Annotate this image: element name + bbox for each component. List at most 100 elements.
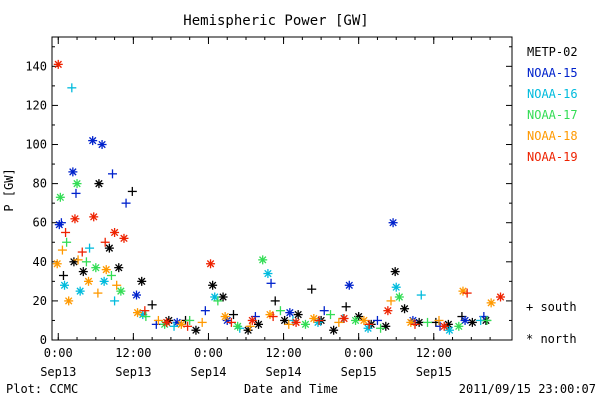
y-tick-label: 120 — [25, 98, 47, 112]
marker-stroke — [98, 140, 106, 149]
south-point-noaa-16 — [110, 296, 120, 306]
marker-stroke — [88, 136, 97, 145]
north-point-noaa-19 — [119, 233, 129, 243]
marker-stroke — [310, 314, 318, 323]
marker-stroke — [254, 320, 263, 329]
south-point-noaa-16 — [416, 290, 426, 300]
north-point-noaa-19 — [70, 214, 80, 224]
marker-stroke — [132, 291, 141, 299]
south-point-noaa-15 — [319, 306, 329, 316]
marker-stroke — [177, 320, 186, 329]
south-point-noaa-18 — [153, 315, 163, 325]
north-point-noaa-15 — [285, 308, 295, 318]
marker-stroke — [329, 326, 338, 334]
marker-stroke — [219, 293, 227, 301]
north-point-noaa-15 — [344, 280, 354, 290]
marker-stroke — [54, 60, 62, 69]
north-point-metp-02 — [208, 280, 218, 290]
south-point-noaa-17 — [106, 270, 116, 280]
marker-stroke — [294, 310, 302, 319]
south-point-noaa-19 — [183, 321, 193, 331]
south-point-noaa-19 — [140, 306, 150, 316]
north-point-noaa-17 — [233, 321, 243, 331]
south-point-noaa-19 — [61, 227, 71, 237]
marker-stroke — [53, 260, 61, 268]
data-points — [52, 59, 506, 335]
north-point-metp-02 — [400, 304, 410, 314]
north-point-noaa-18 — [486, 298, 496, 308]
marker-stroke — [496, 293, 505, 301]
marker-stroke — [459, 287, 467, 295]
south-point-noaa-17 — [275, 306, 285, 316]
south-point-noaa-17 — [81, 257, 91, 267]
marker-stroke — [79, 267, 87, 276]
x-tick-time-label: 0:00 — [44, 346, 73, 360]
north-point-noaa-17 — [91, 263, 101, 273]
x-tick-time-label: 0:00 — [344, 346, 373, 360]
y-tick-label: 20 — [33, 294, 47, 308]
marker-stroke — [286, 308, 294, 317]
marker-stroke — [461, 316, 469, 325]
marker-stroke — [206, 260, 215, 268]
marker-stroke — [233, 322, 242, 331]
north-point-noaa-18 — [406, 317, 416, 327]
y-tick-label: 100 — [25, 138, 47, 152]
marker-stroke — [69, 168, 77, 176]
north-point-noaa-19 — [89, 212, 99, 222]
north-point-noaa-16 — [99, 276, 109, 286]
north-point-noaa-19 — [439, 321, 449, 331]
x-tick-date-label: Sep13 — [115, 365, 151, 379]
south-point-noaa-17 — [326, 310, 336, 320]
north-point-metp-02 — [69, 257, 79, 267]
south-point-noaa-17 — [62, 237, 72, 247]
legend-entry: NOAA-17 — [527, 108, 578, 122]
marker-stroke — [360, 316, 368, 325]
south-point-noaa-19 — [226, 317, 236, 327]
north-point-metp-02 — [280, 315, 290, 325]
footer-timestamp: 2011/09/15 23:00:07 — [459, 382, 596, 396]
south-point-noaa-18 — [197, 317, 207, 327]
marker-stroke — [163, 318, 171, 327]
north-point-noaa-18 — [220, 312, 230, 322]
north-point-metp-02 — [114, 263, 124, 273]
north-point-noaa-18 — [309, 313, 319, 323]
south-point-noaa-18 — [334, 317, 344, 327]
marker-stroke — [455, 322, 463, 331]
north-point-metp-02 — [254, 319, 264, 329]
south-point-noaa-19 — [77, 247, 87, 257]
south-point-metp-02 — [147, 300, 157, 310]
marker-stroke — [264, 269, 272, 278]
y-axis-label: P [GW] — [2, 168, 16, 211]
x-tick-date-label: Sep15 — [416, 365, 452, 379]
north-point-noaa-17 — [258, 255, 268, 265]
south-point-noaa-16 — [85, 243, 95, 253]
marker-stroke — [259, 256, 267, 264]
north-point-noaa-17 — [454, 321, 464, 331]
south-point-noaa-15 — [151, 319, 161, 329]
marker-legend-entry: + south — [526, 300, 577, 314]
x-tick-date-label: Sep14 — [266, 365, 302, 379]
south-point-noaa-18 — [112, 280, 122, 290]
north-point-metp-02 — [381, 321, 391, 331]
north-point-noaa-17 — [72, 179, 82, 189]
south-point-noaa-16 — [169, 321, 179, 331]
north-point-noaa-18 — [52, 259, 62, 269]
y-tick-label: 40 — [33, 255, 47, 269]
marker-stroke — [208, 281, 217, 289]
north-point-noaa-16 — [363, 323, 373, 333]
north-point-noaa-16 — [60, 280, 70, 290]
south-point-noaa-17 — [376, 323, 386, 333]
south-point-noaa-18 — [73, 255, 83, 265]
marker-stroke — [102, 265, 110, 274]
south-point-noaa-18 — [386, 296, 396, 306]
north-point-metp-02 — [191, 325, 201, 335]
south-point-noaa-18 — [434, 315, 444, 325]
north-point-noaa-18 — [176, 319, 186, 329]
south-point-noaa-19 — [462, 288, 472, 298]
marker-stroke — [211, 293, 219, 301]
marker-stroke — [95, 179, 103, 188]
south-point-noaa-19 — [100, 237, 110, 247]
marker-stroke — [120, 234, 128, 243]
y-ticks: 0 20 40 60 80 100 120 140 — [25, 46, 512, 347]
